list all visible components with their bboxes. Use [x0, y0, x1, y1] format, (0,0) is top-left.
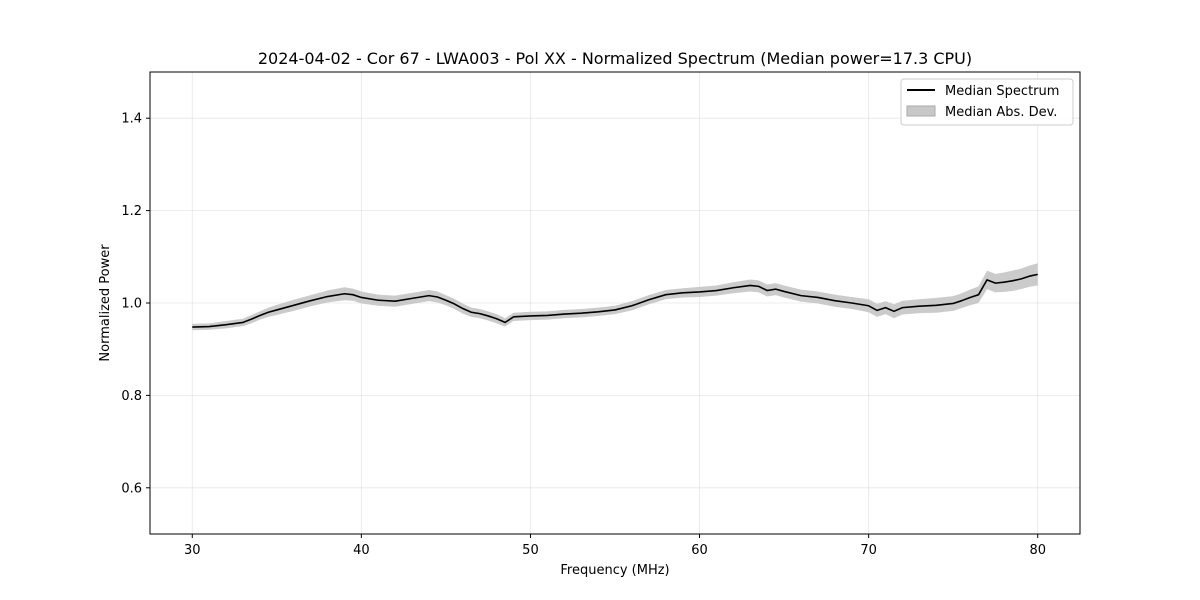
y-tick-label: 1.0 — [121, 297, 142, 312]
x-tick-label: 50 — [522, 543, 539, 558]
median-line-layer — [192, 273, 1038, 328]
x-tick-label: 80 — [1029, 543, 1046, 558]
x-tick-label: 40 — [353, 543, 370, 558]
x-axis: 30 40 50 60 70 80 — [184, 534, 1046, 558]
x-tick-label: 60 — [691, 543, 708, 558]
y-tick-label: 1.4 — [121, 112, 142, 127]
legend: Median Spectrum Median Abs. Dev. — [900, 78, 1074, 126]
legend-entry-median-spectrum: Median Spectrum — [945, 84, 1059, 99]
y-axis-label: Normalized Power — [98, 244, 113, 362]
y-tick-label: 0.8 — [121, 389, 142, 404]
legend-box — [900, 78, 1074, 126]
y-tick-label: 1.2 — [121, 204, 142, 219]
x-tick-label: 30 — [184, 543, 201, 558]
chart-title: 2024-04-02 - Cor 67 - LWA003 - Pol XX - … — [258, 49, 972, 68]
y-tick-label: 0.6 — [121, 481, 142, 496]
y-axis: 0.6 0.8 1.0 1.2 1.4 — [121, 112, 150, 496]
median-spectrum-line — [192, 273, 1038, 328]
legend-entry-median-abs-dev: Median Abs. Dev. — [945, 105, 1057, 120]
x-axis-label: Frequency (MHz) — [560, 563, 669, 578]
x-tick-label: 70 — [860, 543, 877, 558]
legend-patch-swatch — [906, 105, 936, 117]
